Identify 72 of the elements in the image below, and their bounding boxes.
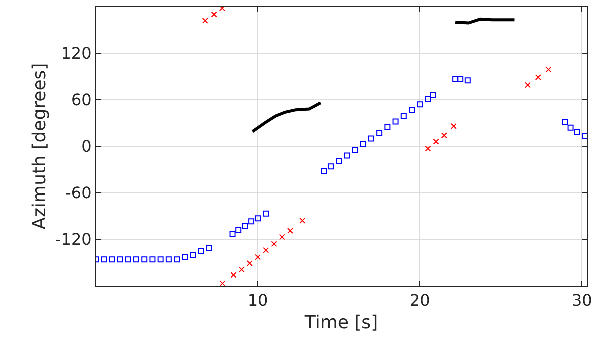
y-tick-label: -60 xyxy=(66,184,92,203)
point xyxy=(408,107,415,114)
point xyxy=(458,76,464,82)
point xyxy=(562,119,568,126)
point xyxy=(287,228,294,234)
point xyxy=(109,256,116,263)
point xyxy=(198,248,204,254)
point xyxy=(190,252,196,258)
point xyxy=(574,130,580,136)
point xyxy=(384,124,391,130)
point xyxy=(242,223,248,230)
point xyxy=(255,216,262,222)
point xyxy=(344,152,350,159)
point xyxy=(336,158,342,164)
point xyxy=(219,7,226,12)
point xyxy=(425,146,432,152)
point xyxy=(464,78,471,84)
point xyxy=(211,12,218,18)
point xyxy=(101,256,108,263)
point xyxy=(246,260,253,267)
point xyxy=(248,218,255,225)
point xyxy=(262,210,269,217)
y-tick-label: -120 xyxy=(55,230,92,250)
point xyxy=(230,231,236,238)
x-tick-label: 20 xyxy=(410,291,430,310)
point xyxy=(582,133,587,140)
point xyxy=(220,280,226,286)
point xyxy=(230,272,237,278)
point xyxy=(117,256,124,263)
point xyxy=(238,266,245,273)
point xyxy=(321,168,328,174)
point xyxy=(236,227,242,234)
point xyxy=(452,76,459,82)
point xyxy=(328,164,334,170)
point xyxy=(134,256,140,263)
point xyxy=(417,102,424,108)
x-tick-label: 10 xyxy=(248,291,268,310)
point xyxy=(546,66,552,73)
y-axis-title: Azimuth [degrees] xyxy=(30,63,51,230)
point xyxy=(450,123,457,130)
point xyxy=(568,124,574,131)
x-axis-title: Time [s] xyxy=(304,312,378,334)
point xyxy=(255,254,262,260)
point xyxy=(430,92,436,98)
point xyxy=(150,256,156,263)
point xyxy=(441,132,448,139)
point xyxy=(279,234,286,240)
point xyxy=(271,241,278,248)
point xyxy=(166,256,172,263)
point xyxy=(525,82,532,88)
point xyxy=(352,147,358,154)
point xyxy=(174,256,180,263)
point xyxy=(300,218,306,224)
point xyxy=(425,96,432,102)
y-tick-label: 60 xyxy=(71,90,92,110)
point xyxy=(535,74,542,81)
point xyxy=(360,141,366,148)
point xyxy=(202,18,208,24)
point xyxy=(392,118,399,125)
point xyxy=(125,256,132,263)
point xyxy=(206,245,212,252)
point xyxy=(263,247,270,254)
point xyxy=(142,256,148,263)
x-tick-label: 30 xyxy=(572,291,592,310)
y-tick-label: 120 xyxy=(61,44,92,64)
y-tick-label: 0 xyxy=(82,137,92,156)
point xyxy=(400,113,407,120)
point xyxy=(433,138,440,145)
point xyxy=(368,136,374,142)
point xyxy=(376,130,383,136)
point xyxy=(182,254,188,260)
point xyxy=(158,256,164,263)
